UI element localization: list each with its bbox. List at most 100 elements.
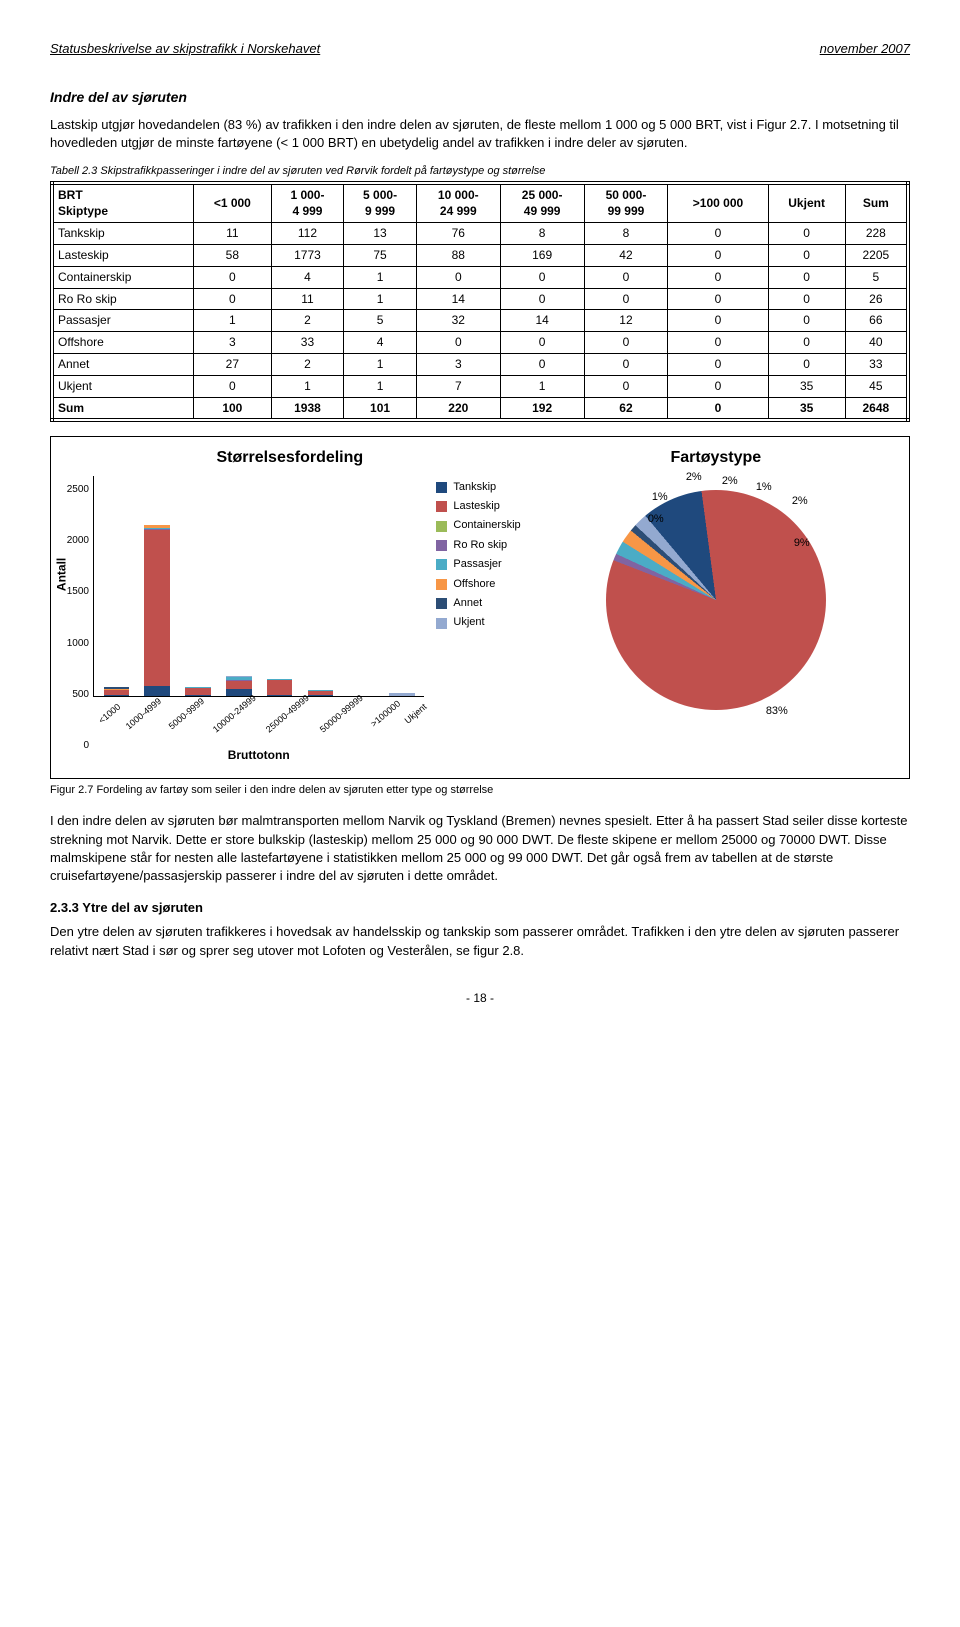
table-cell: 40 xyxy=(845,332,908,354)
table-cell: 1 xyxy=(194,310,272,332)
table-cell: 0 xyxy=(668,375,768,397)
table-cell: 0 xyxy=(768,244,845,266)
bar-segment xyxy=(267,695,293,696)
x-tick: 1000-4999 xyxy=(123,695,164,732)
legend-swatch xyxy=(436,579,447,590)
table-cell: 0 xyxy=(668,266,768,288)
legend-swatch xyxy=(436,501,447,512)
table-cell: 100 xyxy=(194,397,272,420)
table-cell: 2 xyxy=(271,310,344,332)
legend-item: Lasteskip xyxy=(436,499,520,514)
y-tick: 2500 xyxy=(59,483,89,497)
subsection-heading: 2.3.3 Ytre del av sjøruten xyxy=(50,899,910,917)
table-col-header: >100 000 xyxy=(668,183,768,223)
bar-segment xyxy=(308,695,334,696)
y-axis: 05001000150020002500 xyxy=(59,476,89,746)
bar-column xyxy=(384,476,421,696)
table-cell: 45 xyxy=(845,375,908,397)
legend-swatch xyxy=(436,618,447,629)
table-col-header: <1 000 xyxy=(194,183,272,223)
y-tick: 500 xyxy=(59,688,89,702)
table-cell: 1 xyxy=(344,353,417,375)
table-cell: 0 xyxy=(194,375,272,397)
table-cell: 7 xyxy=(416,375,500,397)
table-cell: 8 xyxy=(584,223,668,245)
y-tick: 1500 xyxy=(59,585,89,599)
table-cell: 1 xyxy=(271,375,344,397)
table-cell: 0 xyxy=(500,332,584,354)
table-cell: 0 xyxy=(768,223,845,245)
table-cell: 101 xyxy=(344,397,417,420)
table-row-label: Passasjer xyxy=(52,310,194,332)
bar-column xyxy=(139,476,176,696)
table-cell: 0 xyxy=(584,332,668,354)
figure-caption: Figur 2.7 Fordeling av fartøy som seiler… xyxy=(50,783,910,798)
table-cell: 3 xyxy=(194,332,272,354)
header-left: Statusbeskrivelse av skipstrafikk i Nors… xyxy=(50,40,320,58)
table-cell: 1938 xyxy=(271,397,344,420)
table-cell: 1773 xyxy=(271,244,344,266)
table-cell: 228 xyxy=(845,223,908,245)
legend-label: Ro Ro skip xyxy=(453,538,507,553)
pie-callout: 2% xyxy=(792,494,808,509)
y-tick: 0 xyxy=(59,739,89,753)
table-cell: 1 xyxy=(500,375,584,397)
y-tick: 2000 xyxy=(59,534,89,548)
table-cell: 35 xyxy=(768,375,845,397)
x-axis-label: Bruttotonn xyxy=(93,747,424,764)
x-tick: 5000-9999 xyxy=(166,695,207,732)
table-cell: 76 xyxy=(416,223,500,245)
table-col-header: 1 000- 4 999 xyxy=(271,183,344,223)
table-cell: 11 xyxy=(271,288,344,310)
table-cell: 0 xyxy=(500,353,584,375)
pie-callout: 2% xyxy=(686,470,702,485)
pie-chart: Fartøystype 2%2%1%2%1%0%9%83% xyxy=(531,447,901,764)
table-cell: 13 xyxy=(344,223,417,245)
bar-column xyxy=(98,476,135,696)
x-tick: <1000 xyxy=(96,701,123,727)
table-cell: 0 xyxy=(768,353,845,375)
figure-box: Størrelsesfordeling Antall 0500100015002… xyxy=(50,436,910,779)
legend-label: Containerskip xyxy=(453,518,520,533)
table-cell: 0 xyxy=(584,353,668,375)
table-row-label: Tankskip xyxy=(52,223,194,245)
bar-segment xyxy=(226,681,252,689)
table-cell: 3 xyxy=(416,353,500,375)
legend-item: Ukjent xyxy=(436,615,520,630)
page-number: - 18 - xyxy=(50,990,910,1007)
table-cell: 32 xyxy=(416,310,500,332)
header-right: november 2007 xyxy=(820,40,910,58)
table-cell: 0 xyxy=(668,223,768,245)
x-tick: >100000 xyxy=(368,697,403,729)
bar-title: Størrelsesfordeling xyxy=(59,447,521,469)
legend-item: Passasjer xyxy=(436,557,520,572)
table-cell: 58 xyxy=(194,244,272,266)
chart-legend: Tankskip Lasteskip Containerskip Ro Ro skip… xyxy=(436,476,520,764)
legend-label: Lasteskip xyxy=(453,499,499,514)
bar-column xyxy=(261,476,298,696)
legend-swatch xyxy=(436,521,447,532)
table-col-header: 25 000- 49 999 xyxy=(500,183,584,223)
table-cell: 66 xyxy=(845,310,908,332)
table-cell: 1 xyxy=(344,375,417,397)
table-row-label: Offshore xyxy=(52,332,194,354)
table-cell: 0 xyxy=(668,353,768,375)
legend-swatch xyxy=(436,540,447,551)
bar-area xyxy=(93,476,424,697)
bar-chart: Størrelsesfordeling Antall 0500100015002… xyxy=(59,447,521,764)
bar-column xyxy=(302,476,339,696)
table-cell: 27 xyxy=(194,353,272,375)
bar-segment xyxy=(144,530,170,686)
legend-label: Tankskip xyxy=(453,480,496,495)
table-cell: 4 xyxy=(344,332,417,354)
legend-item: Containerskip xyxy=(436,518,520,533)
table-cell: 1 xyxy=(344,288,417,310)
table-cell: 2 xyxy=(271,353,344,375)
table-cell: 8 xyxy=(500,223,584,245)
legend-label: Ukjent xyxy=(453,615,484,630)
para-body: I den indre delen av sjøruten bør malmtr… xyxy=(50,812,910,885)
bar-segment xyxy=(104,695,130,696)
table-cell: 0 xyxy=(768,266,845,288)
table-cell: 42 xyxy=(584,244,668,266)
table-cell: 33 xyxy=(845,353,908,375)
